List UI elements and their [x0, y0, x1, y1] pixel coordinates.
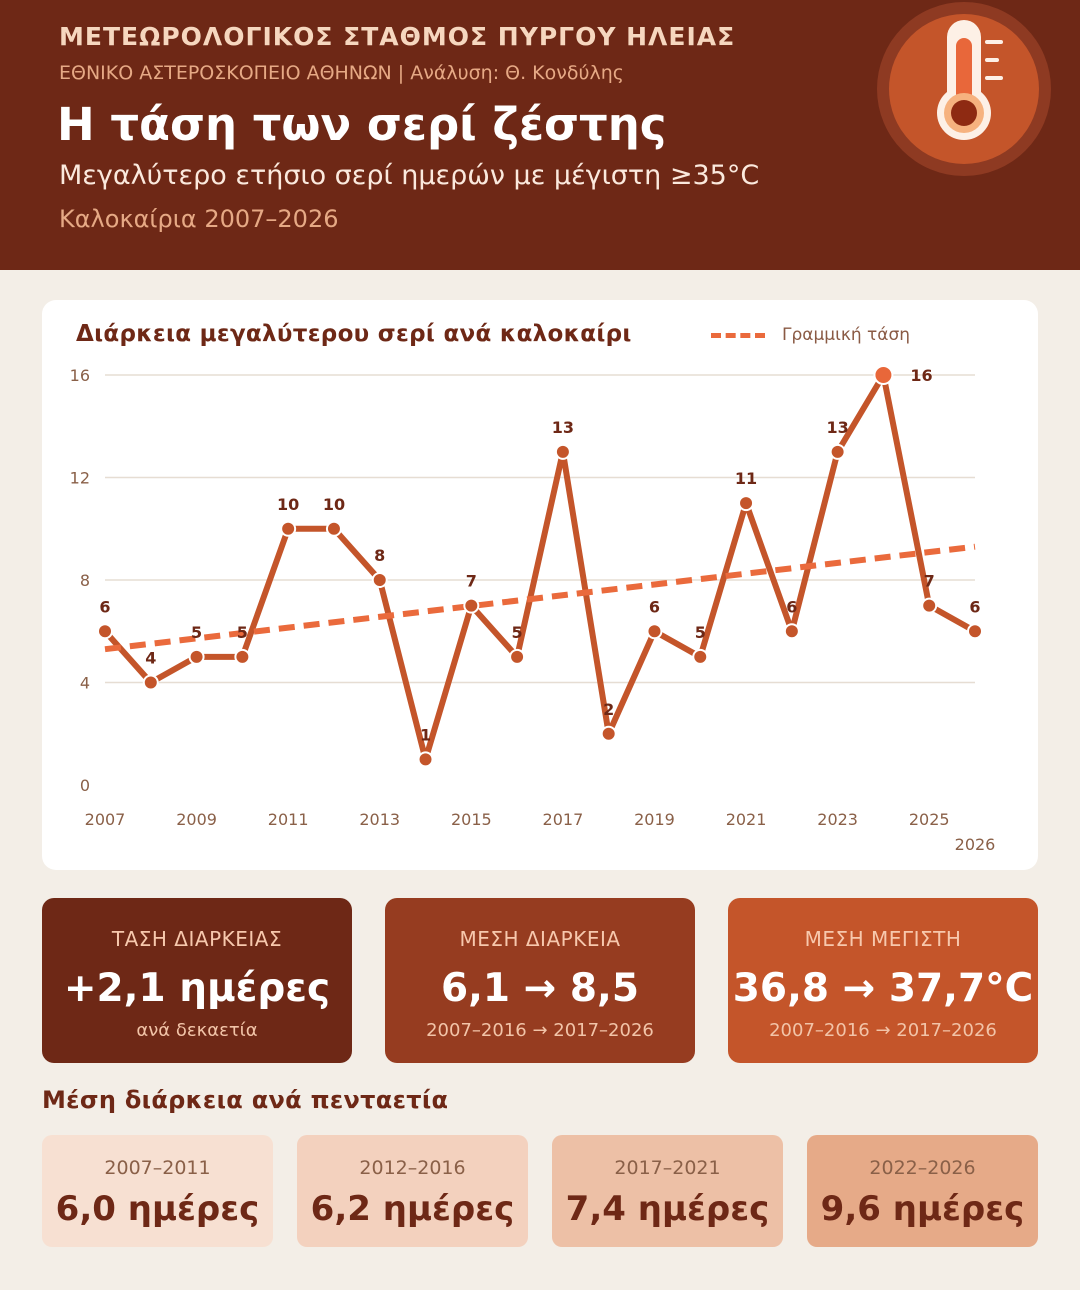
stat-label: ΤΑΣΗ ΔΙΑΡΚΕΙΑΣ — [111, 927, 283, 951]
stat-label: ΜΕΣΗ ΔΙΑΡΚΕΙΑ — [459, 927, 621, 951]
data-label: 1 — [420, 725, 431, 744]
series-line — [102, 372, 978, 763]
y-tick-label: 0 — [80, 776, 90, 795]
period-card: 2007–2011 6,0 ημέρες — [42, 1135, 273, 1247]
data-point — [738, 495, 755, 512]
x-tick-label: 2023 — [817, 810, 858, 829]
header-period: Καλοκαίρια 2007–2026 — [59, 205, 339, 233]
period-value: 6,0 ημέρες — [55, 1189, 260, 1229]
data-point — [280, 520, 297, 537]
period-card: 2017–2021 7,4 ημέρες — [552, 1135, 783, 1247]
data-point — [371, 572, 388, 588]
data-point — [463, 597, 480, 614]
data-point — [967, 623, 983, 640]
period-label: 2007–2011 — [104, 1157, 211, 1179]
data-point — [554, 443, 571, 460]
trend-line — [104, 543, 976, 653]
data-point-highlight — [873, 365, 894, 385]
data-label: 6 — [969, 597, 980, 616]
five-year-section-title: Μέση διάρκεια ανά πενταετία — [42, 1086, 449, 1114]
y-tick-label: 4 — [80, 674, 90, 693]
period-card: 2022–2026 9,6 ημέρες — [807, 1135, 1038, 1247]
x-tick-label: 2013 — [359, 810, 400, 829]
x-tick-label: 2007 — [85, 810, 126, 829]
data-label: 5 — [237, 623, 248, 642]
data-label: 6 — [786, 597, 797, 616]
data-point — [509, 648, 526, 665]
data-label: 5 — [695, 623, 706, 642]
stat-note: 2007–2016 → 2017–2026 — [769, 1020, 997, 1041]
period-label: 2012–2016 — [359, 1157, 466, 1179]
header-banner: ΜΕΤΕΩΡΟΛΟΓΙΚΟΣ ΣΤΑΘΜΟΣ ΠΥΡΓΟΥ ΗΛΕΙΑΣ ΕΘΝ… — [0, 0, 1080, 270]
x-tick-label: 2015 — [451, 810, 492, 829]
header-subtitle: ΕΘΝΙΚΟ ΑΣΤΕΡΟΣΚΟΠΕΙΟ ΑΘΗΝΩΝ | Ανάλυση: Θ… — [59, 62, 624, 84]
data-label: 7 — [466, 572, 477, 591]
data-label: 10 — [277, 495, 299, 514]
stat-note: 2007–2016 → 2017–2026 — [426, 1020, 654, 1041]
stat-card-mean-duration: ΜΕΣΗ ΔΙΑΡΚΕΙΑ 6,1 → 8,5 2007–2016 → 2017… — [385, 898, 695, 1063]
x-tick-label: 2021 — [726, 810, 767, 829]
data-point — [234, 648, 251, 665]
data-label: 5 — [512, 623, 523, 642]
y-tick-label: 8 — [80, 571, 90, 590]
stat-value: +2,1 ημέρες — [63, 966, 331, 1011]
data-label: 5 — [191, 623, 202, 642]
data-point — [829, 443, 846, 460]
data-label: 4 — [145, 649, 156, 668]
x-tick-label: 2025 — [909, 810, 950, 829]
data-point — [188, 648, 205, 665]
chart-title: Διάρκεια μεγαλύτερου σερί ανά καλοκαίρι — [76, 321, 632, 347]
x-tick-label: 2026 — [955, 835, 996, 854]
data-point — [921, 597, 938, 614]
period-label: 2022–2026 — [869, 1157, 976, 1179]
stat-value: 36,8 → 37,7°C — [732, 966, 1034, 1011]
data-label: 6 — [649, 597, 660, 616]
chart-card: 0 4 8 12 16 2007 2009 2011 2013 2015 2017 2019 2021 2… — [42, 300, 1038, 870]
data-label: 10 — [323, 495, 345, 514]
data-point — [646, 623, 663, 640]
data-label: 13 — [552, 418, 574, 437]
x-tick-label: 2009 — [176, 810, 217, 829]
period-label: 2017–2021 — [614, 1157, 721, 1179]
data-label: 2 — [603, 700, 614, 719]
chart-legend: Γραμμική τάση — [711, 325, 910, 345]
data-label: 6 — [99, 597, 110, 616]
data-point — [142, 674, 159, 691]
data-label: 13 — [826, 418, 848, 437]
data-point — [692, 648, 709, 665]
legend-swatch-trend — [711, 332, 765, 338]
x-tick-label: 2019 — [634, 810, 675, 829]
period-card: 2012–2016 6,2 ημέρες — [297, 1135, 528, 1247]
x-tick-label: 2017 — [543, 810, 584, 829]
data-label: 16 — [910, 366, 932, 385]
data-label: 7 — [924, 572, 935, 591]
legend-label-trend: Γραμμική τάση — [782, 325, 911, 345]
stat-card-trend: ΤΑΣΗ ΔΙΑΡΚΕΙΑΣ +2,1 ημέρες ανά δεκαετία — [42, 898, 352, 1063]
x-tick-label: 2011 — [268, 810, 309, 829]
data-point — [325, 520, 342, 537]
stat-value: 6,1 → 8,5 — [440, 966, 639, 1011]
y-tick-label: 12 — [70, 469, 90, 488]
thermometer-icon — [877, 2, 1051, 176]
data-label: 11 — [735, 469, 757, 488]
page-title: Η τάση των σερί ζέστης — [57, 98, 667, 151]
station-name: ΜΕΤΕΩΡΟΛΟΓΙΚΟΣ ΣΤΑΘΜΟΣ ΠΥΡΓΟΥ ΗΛΕΙΑΣ — [59, 22, 736, 51]
stat-label: ΜΕΣΗ ΜΕΓΙΣΤΗ — [804, 927, 962, 951]
y-tick-label: 16 — [70, 366, 90, 385]
header-description: Μεγαλύτερο ετήσιο σερί ημερών με μέγιστη… — [59, 160, 760, 191]
data-point — [417, 751, 434, 768]
data-point — [600, 725, 617, 742]
stat-card-mean-max: ΜΕΣΗ ΜΕΓΙΣΤΗ 36,8 → 37,7°C 2007–2016 → 2… — [728, 898, 1038, 1063]
period-value: 6,2 ημέρες — [310, 1189, 515, 1229]
data-label: 8 — [374, 546, 385, 565]
period-value: 7,4 ημέρες — [565, 1189, 770, 1229]
period-value: 9,6 ημέρες — [820, 1189, 1025, 1229]
data-point — [783, 623, 800, 640]
stat-note: ανά δεκαετία — [136, 1020, 258, 1041]
data-point — [97, 623, 113, 640]
